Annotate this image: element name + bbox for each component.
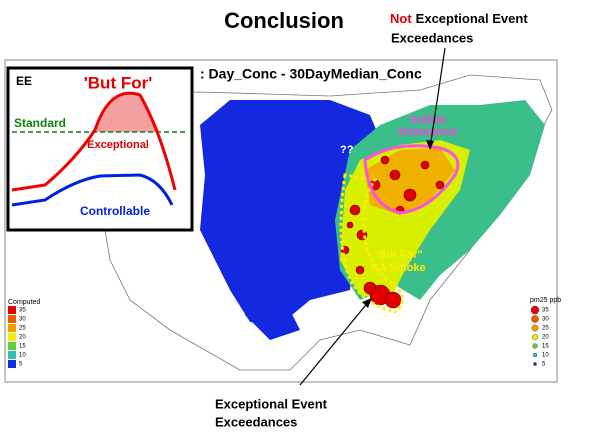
legend-label: 10 bbox=[19, 353, 26, 359]
arrow-head bbox=[426, 140, 434, 150]
controllable-curve bbox=[11, 173, 174, 207]
legend-title: Computed bbox=[8, 299, 40, 306]
legend-swatch bbox=[533, 362, 537, 366]
sulfate-outline bbox=[363, 144, 460, 215]
smoke-note: "But For" bbox=[373, 249, 423, 261]
top-note-line2: Exceedances bbox=[391, 30, 473, 45]
legend-label: 20 bbox=[542, 335, 549, 341]
slide-title: Conclusion bbox=[224, 8, 344, 33]
legend-label: 5 bbox=[19, 362, 23, 368]
legend-right: pm25 ppb 35 30 25 20 15 10 5 bbox=[530, 297, 561, 368]
top-note: Not Exceptional Event bbox=[390, 11, 528, 26]
smoke-note: GA Smoke bbox=[370, 262, 425, 274]
legend-label: 30 bbox=[542, 317, 549, 323]
legend-label: 5 bbox=[542, 362, 546, 368]
legend-label: 30 bbox=[19, 317, 26, 323]
low-region-sw bbox=[245, 280, 300, 340]
legend-label: 25 bbox=[542, 326, 549, 332]
smoke-outline bbox=[339, 173, 404, 314]
legend-swatch bbox=[532, 352, 538, 358]
legend-swatch bbox=[530, 305, 540, 315]
legend-swatch bbox=[8, 351, 16, 359]
sulfate-note: Dominance bbox=[398, 126, 457, 138]
legend-swatch bbox=[531, 324, 539, 332]
map: : Day_Conc - 30DayMedian_Conc ?? Sulfate… bbox=[4, 59, 558, 383]
exceptional-curve bbox=[11, 91, 177, 192]
map-caption: : Day_Conc - 30DayMedian_Conc bbox=[200, 66, 422, 82]
unknown-note: ?? bbox=[340, 144, 354, 156]
legend-swatch bbox=[8, 333, 16, 341]
standard-label: Standard bbox=[14, 116, 66, 130]
legend-swatch bbox=[532, 334, 539, 341]
continent-outline bbox=[99, 74, 553, 371]
legend-swatch bbox=[8, 306, 16, 314]
legend-swatch bbox=[532, 343, 538, 349]
legend-title: pm25 ppb bbox=[530, 297, 561, 304]
legend-swatch bbox=[8, 360, 16, 368]
arrow bbox=[429, 47, 446, 149]
sulfate-note: Sulfate bbox=[410, 114, 447, 126]
arrow-head bbox=[362, 298, 372, 308]
legend-label: 35 bbox=[19, 308, 26, 314]
legend-swatch bbox=[8, 342, 16, 350]
legend-swatch bbox=[8, 324, 16, 332]
inset-frame bbox=[6, 66, 194, 232]
legend-swatch bbox=[531, 315, 539, 323]
inset: EE 'But For' Standard Exceptional Contro… bbox=[6, 66, 194, 232]
top-note-emphasis: Not bbox=[390, 11, 412, 26]
legend-label: 15 bbox=[542, 344, 549, 350]
arrow bbox=[299, 299, 371, 386]
exceedance-sites bbox=[340, 155, 445, 309]
bottom-note: Exceptional Event bbox=[215, 396, 328, 411]
legend-label: 10 bbox=[542, 353, 549, 359]
legend-label: 15 bbox=[19, 344, 26, 350]
legend-left: Computed 35 30 25 20 15 10 5 bbox=[8, 299, 40, 368]
peak-region bbox=[365, 148, 455, 215]
legend-swatch bbox=[8, 315, 16, 323]
controllable-label: Controllable bbox=[80, 204, 150, 218]
exceptional-label: Exceptional bbox=[87, 139, 149, 151]
legend-label: 20 bbox=[19, 335, 26, 341]
inset-tag: EE bbox=[16, 74, 32, 88]
legend-label: 25 bbox=[19, 326, 26, 332]
top-note-text: Exceptional Event bbox=[416, 11, 529, 26]
legend-label: 35 bbox=[542, 308, 549, 314]
bottom-note: Exceedances bbox=[215, 414, 297, 429]
but-for-label: 'But For' bbox=[84, 73, 153, 92]
